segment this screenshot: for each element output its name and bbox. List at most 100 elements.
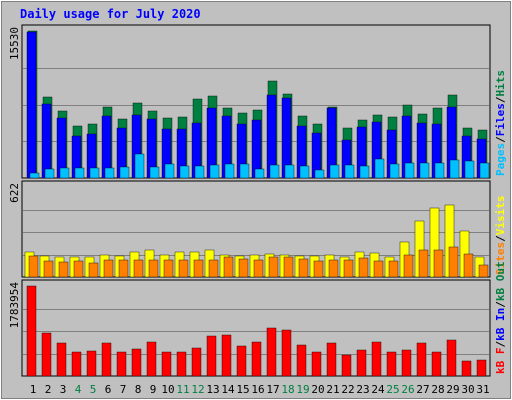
bar-pages-day-13 [209,164,220,179]
bar-kbf-day-19 [296,344,307,377]
bar-sites-day-10 [163,259,174,278]
bar-pages-day-27 [419,162,430,179]
bar-sites-day-20 [313,260,324,278]
bar-pages-day-4 [74,167,85,179]
bar-sites-day-23 [358,257,369,278]
x-label-day-4: 4 [75,383,82,396]
bar-kbf-day-5 [86,350,97,377]
legend-entry-visits-sites-1: / [494,235,507,242]
bar-pages-day-3 [59,167,70,179]
bar-pages-day-16 [254,168,265,179]
bar-sites-day-17 [268,256,279,278]
bar-kbf-day-4 [71,351,82,377]
bar-pages-day-1 [29,172,40,179]
ymax-label-kb-in-out: 1783954 [8,282,21,329]
bar-pages-day-17 [269,164,280,179]
bar-kbf-day-21 [326,342,337,377]
bar-sites-day-11 [178,259,189,278]
x-label-day-19: 19 [296,383,309,396]
bar-kbf-day-12 [191,347,202,377]
x-label-day-20: 20 [311,383,324,396]
legend-entry-kb-in-out-1: / [494,341,507,348]
x-label-day-28: 28 [431,383,444,396]
x-label-day-13: 13 [206,383,219,396]
bar-kbf-day-13 [206,335,217,377]
x-label-day-10: 10 [161,383,174,396]
bar-pages-day-8 [134,153,145,179]
bar-pages-day-22 [344,164,355,179]
legend-entry-hits-files-pages-3: / [494,96,507,103]
bar-sites-day-15 [238,258,249,278]
legend-entry-hits-files-pages-1: / [494,136,507,143]
bar-sites-day-7 [118,259,129,278]
x-label-day-6: 6 [105,383,112,396]
bar-pages-day-5 [89,167,100,179]
ymax-label-hits-files-pages: 15530 [8,27,21,60]
bar-sites-day-28 [433,249,444,278]
x-label-day-2: 2 [45,383,52,396]
x-label-day-18: 18 [281,383,294,396]
bar-sites-day-13 [208,259,219,278]
x-label-day-8: 8 [135,383,142,396]
bar-sites-day-9 [148,259,159,278]
legend-kb-in-out: kB F/kB In/kB Out [494,261,507,374]
x-label-day-29: 29 [446,383,459,396]
bar-sites-day-6 [103,259,114,278]
bar-kbf-day-25 [386,351,397,377]
bar-kbf-day-31 [476,359,487,377]
bar-sites-day-27 [418,249,429,278]
x-label-day-26: 26 [401,383,414,396]
bar-kbf-day-1 [26,285,37,377]
bar-pages-day-28 [434,162,445,179]
legend-entry-visits-sites-0: Sites [494,242,507,275]
bar-files-day-1 [26,31,37,179]
bar-kbf-day-8 [131,348,142,377]
bar-kbf-day-23 [356,349,367,377]
bar-pages-day-11 [179,165,190,179]
x-label-day-12: 12 [191,383,204,396]
ymax-label-visits-sites: 622 [8,183,21,203]
legend-hits-files-pages: Pages/Files/Hits [494,70,507,176]
bar-kbf-day-30 [461,360,472,377]
bar-kbf-day-16 [251,341,262,377]
legend-entry-visits-sites-2: Visits [494,196,507,236]
bar-pages-day-18 [284,164,295,179]
bar-sites-day-2 [43,260,54,278]
bar-pages-day-20 [314,169,325,179]
bar-sites-day-29 [448,246,459,278]
bar-sites-day-14 [223,256,234,278]
bar-pages-day-24 [374,158,385,179]
bar-kbf-day-10 [161,351,172,377]
bar-sites-day-25 [388,260,399,278]
bar-pages-day-9 [149,166,160,179]
bar-sites-day-8 [133,259,144,278]
legend-entry-hits-files-pages-0: Pages [494,143,507,176]
bar-sites-day-21 [328,259,339,278]
x-label-day-22: 22 [341,383,354,396]
bar-pages-day-6 [104,167,115,179]
x-label-day-24: 24 [371,383,385,396]
bar-files-day-2 [41,103,52,179]
bar-pages-day-19 [299,165,310,179]
bar-pages-day-12 [194,165,205,179]
bar-kbf-day-11 [176,351,187,377]
bar-pages-day-10 [164,163,175,179]
bar-sites-day-12 [193,259,204,278]
bar-kbf-day-20 [311,351,322,377]
bar-sites-day-30 [463,253,474,278]
bar-sites-day-22 [343,259,354,278]
bar-kbf-day-6 [101,342,112,377]
bar-kbf-day-27 [416,342,427,377]
bar-pages-day-25 [389,163,400,179]
legend-entry-kb-in-out-0: kB F [494,348,507,375]
bar-sites-day-4 [73,260,84,278]
legend-entry-hits-files-pages-2: Files [494,103,507,136]
x-label-day-30: 30 [461,383,474,396]
x-label-day-1: 1 [30,383,37,396]
bar-kbf-day-14 [221,334,232,377]
bar-kbf-day-29 [446,339,457,377]
bar-pages-day-29 [449,159,460,179]
bar-pages-day-21 [329,164,340,179]
x-label-day-16: 16 [251,383,264,396]
